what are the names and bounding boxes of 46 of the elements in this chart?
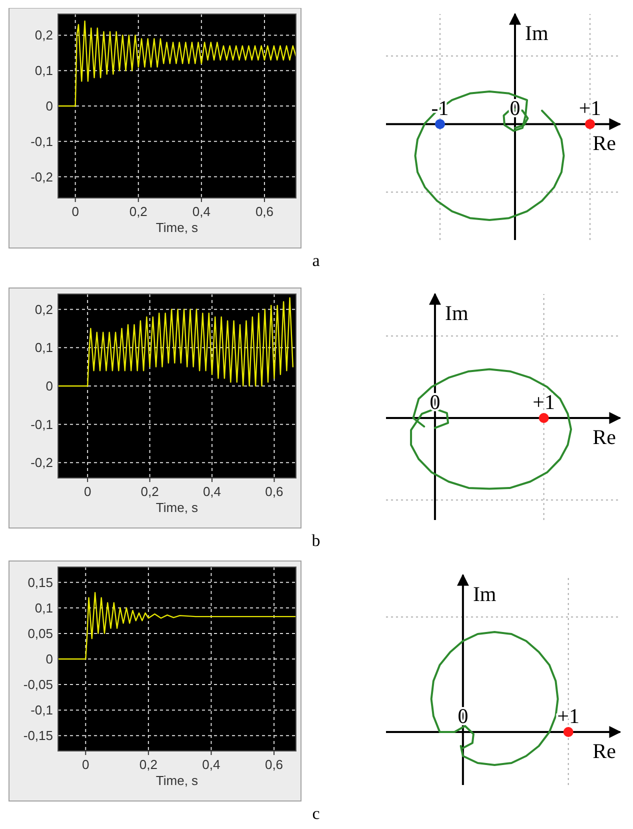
y-tick-label: -0,2 xyxy=(30,169,53,184)
x-tick-label: 0,4 xyxy=(192,204,210,219)
x-axis-title: Re xyxy=(592,425,616,449)
x-tick-label: 0,6 xyxy=(265,484,284,499)
x-tick-label: 0,2 xyxy=(129,204,148,219)
line-series xyxy=(58,592,296,660)
y-tick-label: -0,1 xyxy=(30,702,53,718)
y-tick-label: 0,2 xyxy=(34,302,53,317)
y-tick-label: -0,1 xyxy=(30,134,53,149)
y-tick-label: 0,15 xyxy=(28,574,53,590)
x-tick-label: +1 xyxy=(532,390,555,414)
y-tick-label: -0,15 xyxy=(23,728,53,744)
x-axis-title: Time, s xyxy=(156,500,199,515)
x-axis-title: Re xyxy=(592,739,616,763)
y-tick-label: 0 xyxy=(46,378,53,394)
y-tick-label: 0,1 xyxy=(34,63,53,78)
x-tick-label: 0 xyxy=(82,757,90,772)
x-tick-label: 0,4 xyxy=(202,484,222,499)
y-tick-label: 0 xyxy=(46,652,53,666)
line-series xyxy=(58,297,294,387)
x-tick-label: +1 xyxy=(578,96,602,120)
x-axis-title: Re xyxy=(592,131,616,156)
y-tick-label: -0,05 xyxy=(23,677,53,692)
y-axis-title: Im xyxy=(444,301,468,325)
y-tick-label: 0,2 xyxy=(34,28,53,43)
x-tick-label: 0,6 xyxy=(255,204,274,219)
x-axis-title: Time, s xyxy=(156,220,199,235)
text: b xyxy=(312,531,320,550)
x-tick-label: 0 xyxy=(72,204,79,219)
x-tick-label: +1 xyxy=(557,704,580,728)
x-tick-label: 0,2 xyxy=(139,757,158,772)
y-axis-title: Im xyxy=(525,21,548,45)
line-series xyxy=(58,20,296,107)
text: a xyxy=(312,251,320,270)
x-tick-label: 0,2 xyxy=(140,484,159,499)
y-tick-label: -0,2 xyxy=(30,455,53,470)
x-axis-title: Time, s xyxy=(156,773,199,788)
x-tick-label: 0,4 xyxy=(202,757,220,772)
y-tick-label: 0,05 xyxy=(28,626,53,641)
x-tick-label: 0 xyxy=(84,484,92,499)
y-tick-label: 0,1 xyxy=(34,600,53,616)
text: c xyxy=(312,804,320,823)
y-tick-label: 0,1 xyxy=(34,340,53,356)
y-axis-title: Im xyxy=(472,582,496,606)
y-tick-label: -0,1 xyxy=(30,416,53,432)
x-tick-label: 0,6 xyxy=(264,757,284,772)
